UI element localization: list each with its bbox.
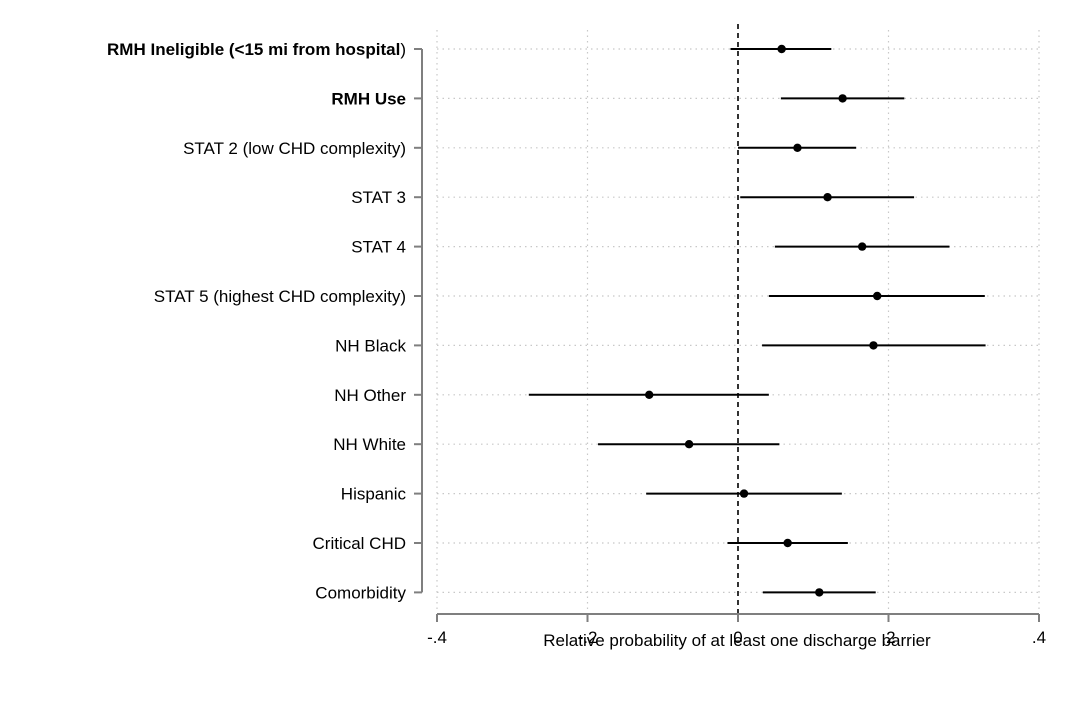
point-estimate [783,538,792,548]
category-label: Comorbidity [315,583,406,602]
point-estimate [823,193,832,202]
axis-layer: -.4 -.2 0 .2 .4 [414,48,1046,647]
x-tick-label: .2 [881,628,895,647]
estimates-layer [528,44,986,597]
point-estimate [645,390,654,399]
category-label: Hispanic [341,485,407,504]
category-label: Critical CHD [313,534,407,553]
point-estimate [873,291,882,301]
point-estimate [838,94,847,103]
point-estimate [777,44,786,54]
category-label: NH Black [335,336,406,355]
x-tick-label: .4 [1032,628,1046,647]
category-label: RMH Use [331,89,406,108]
category-label: NH Other [334,386,406,405]
point-estimate [869,341,878,350]
category-label: STAT 5 (highest CHD complexity) [154,287,406,306]
x-axis-title: Relative probability of at least one dis… [543,631,931,650]
category-labels: RMH Ineligible (<15 mi from hospital) RMH… [107,40,406,602]
point-estimate [793,143,802,152]
point-estimate [857,242,867,251]
x-tick-label: -.4 [427,628,447,647]
category-label: STAT 2 (low CHD complexity) [183,139,406,158]
category-label: STAT 4 [351,238,406,257]
point-estimate [684,440,694,449]
category-label: RMH Ineligible (<15 mi from hospital) [107,40,406,59]
category-label: NH White [333,435,406,454]
point-estimate [815,588,824,597]
category-label: STAT 3 [351,188,406,207]
x-tick-label: -.2 [578,628,598,647]
x-tick-label: 0 [733,628,742,647]
point-estimate [739,489,749,498]
